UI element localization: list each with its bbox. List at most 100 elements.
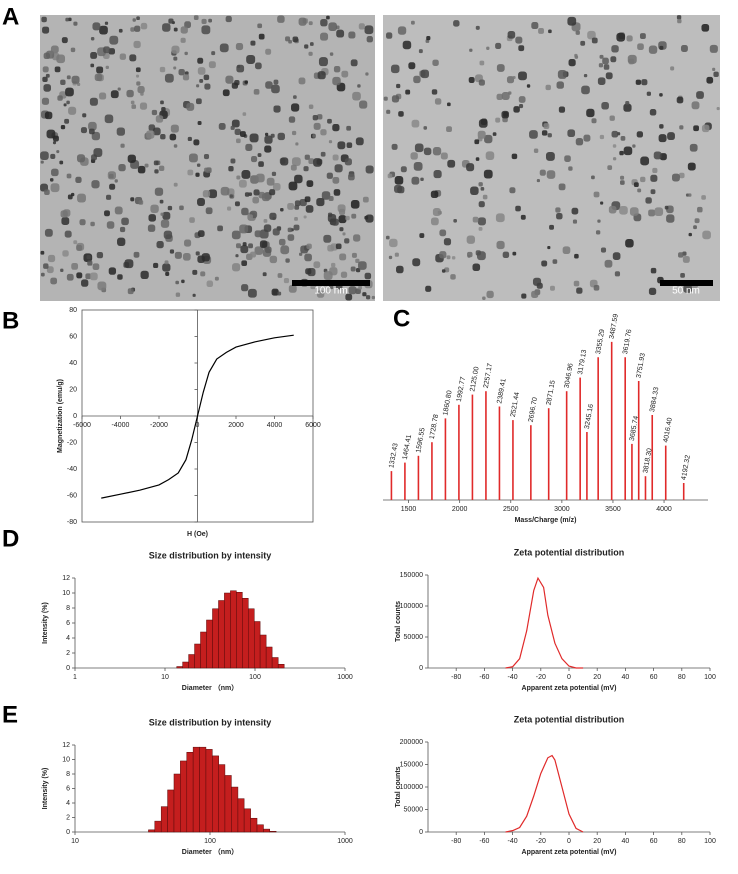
particle [550, 285, 555, 291]
bar [269, 831, 277, 833]
particle [414, 143, 424, 153]
particle [666, 214, 675, 223]
particle [75, 176, 82, 184]
particle [184, 71, 189, 76]
particle [231, 230, 241, 240]
particle [120, 143, 125, 148]
particle [327, 244, 334, 252]
particle [293, 95, 297, 99]
particle [434, 98, 442, 105]
y-tick-label: 20 [69, 386, 77, 393]
particle [531, 22, 539, 30]
x-tick-label: 1500 [401, 506, 417, 513]
particle [555, 207, 561, 213]
particle [611, 130, 619, 138]
particle [277, 273, 283, 278]
particle [97, 281, 107, 291]
particle [672, 173, 680, 182]
particle [627, 54, 637, 64]
particle [119, 226, 126, 233]
particle [308, 158, 315, 165]
particle [222, 89, 230, 97]
particle [586, 108, 595, 118]
particle [329, 52, 334, 56]
particle [248, 243, 253, 249]
particle [90, 63, 95, 68]
particle [203, 154, 210, 160]
particle [312, 134, 316, 138]
particle [235, 42, 244, 51]
particle [173, 66, 177, 70]
peak-label: 1464.41 [402, 434, 413, 460]
particle [162, 211, 171, 220]
chart-title: Size distribution by intensity [149, 717, 272, 727]
particle [87, 260, 93, 266]
particle [358, 261, 367, 270]
particle [431, 89, 438, 95]
particle [327, 118, 332, 124]
y-tick-label: 150000 [400, 572, 423, 579]
bar [265, 646, 273, 669]
particle [160, 212, 164, 216]
particle [319, 58, 328, 67]
particle [543, 123, 550, 129]
particle [576, 287, 583, 294]
particle [450, 274, 456, 280]
particle [501, 110, 509, 119]
particle [547, 133, 552, 138]
particle [40, 151, 49, 161]
particle [163, 230, 173, 239]
bar [237, 798, 245, 833]
particle [250, 251, 257, 258]
particle [383, 96, 388, 101]
particle [65, 17, 70, 22]
particle [77, 82, 81, 86]
x-tick-label: 2500 [503, 506, 519, 513]
particle [623, 146, 633, 156]
bar [205, 749, 213, 833]
particle [386, 32, 393, 39]
particle [89, 272, 98, 281]
particle [650, 189, 656, 195]
particle [340, 271, 348, 278]
particle [262, 272, 267, 277]
particle [170, 124, 179, 133]
particle [192, 269, 198, 275]
particle [304, 154, 310, 160]
peak-label: 3884.33 [649, 386, 660, 412]
x-tick-label: -40 [508, 838, 518, 845]
bar [160, 806, 168, 833]
particle [482, 194, 488, 200]
particle [599, 54, 604, 59]
particle [240, 131, 246, 137]
particle [61, 37, 68, 44]
particle [351, 213, 357, 219]
particle [49, 178, 54, 182]
particle [310, 42, 314, 46]
y-axis-label: Total counts [395, 601, 402, 642]
particle [287, 227, 293, 233]
particle [635, 79, 642, 85]
particle [273, 79, 279, 85]
peak-label: 1992.77 [456, 376, 467, 402]
particle [50, 183, 60, 193]
particle [639, 33, 646, 40]
particle [164, 260, 169, 265]
particle [575, 138, 584, 146]
particle [328, 195, 334, 201]
x-tick-label: 1000 [337, 838, 353, 845]
peak-label: 3818.30 [642, 448, 653, 474]
particle [648, 45, 658, 54]
particle [66, 173, 72, 179]
particle [591, 37, 598, 44]
x-tick-label: 2000 [452, 506, 468, 513]
particle [316, 290, 325, 298]
particle [608, 205, 617, 214]
particle [502, 251, 510, 259]
particle [519, 104, 524, 109]
particle [597, 77, 606, 85]
particle [265, 48, 272, 55]
particle [103, 46, 110, 54]
particle [205, 207, 213, 215]
